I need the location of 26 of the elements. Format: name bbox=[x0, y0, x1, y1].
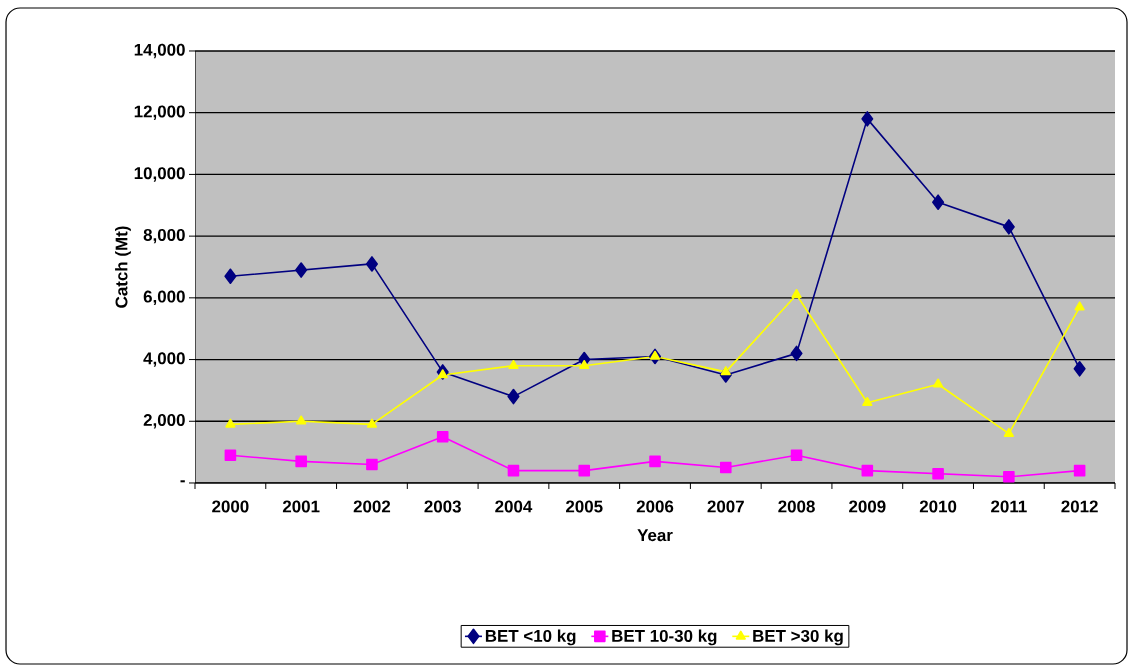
x-tick-label: 2011 bbox=[991, 500, 1027, 513]
x-tick-label: 2008 bbox=[778, 500, 815, 513]
y-tick-label: 6,000 bbox=[143, 290, 185, 306]
x-axis-title: Year bbox=[637, 529, 673, 542]
x-tick-label: 2000 bbox=[212, 500, 249, 513]
y-tick-label: 4,000 bbox=[143, 352, 185, 367]
x-tick-label: 2007 bbox=[707, 500, 744, 513]
x-tick-label: 2004 bbox=[495, 500, 533, 513]
x-tick-label: 2012 bbox=[1061, 500, 1098, 513]
x-tick-label: 2006 bbox=[636, 500, 674, 513]
x-tick-label: 2003 bbox=[424, 500, 461, 513]
y-tick-label: 10,000 bbox=[134, 167, 185, 182]
y-axis-title: Catch (Mt) bbox=[115, 226, 131, 308]
legend-label: BET 10-30 kg bbox=[612, 629, 717, 646]
x-tick-label: 2009 bbox=[849, 500, 886, 513]
x-tick-label: 2005 bbox=[566, 500, 603, 513]
y-tick-label: 14,000 bbox=[134, 43, 185, 59]
y-tick-label: 2,000 bbox=[143, 414, 185, 429]
x-tick-label: 2010 bbox=[919, 500, 957, 513]
y-tick-label: - bbox=[180, 480, 185, 483]
x-tick-label: 2001 bbox=[282, 500, 320, 513]
y-tick-label: 8,000 bbox=[143, 228, 185, 244]
x-tick-label: 2002 bbox=[353, 500, 391, 513]
legend-label: BET >30 kg bbox=[753, 629, 843, 646]
legend-label: BET <10 kg bbox=[485, 629, 576, 646]
y-tick-label: 12,000 bbox=[134, 105, 185, 120]
